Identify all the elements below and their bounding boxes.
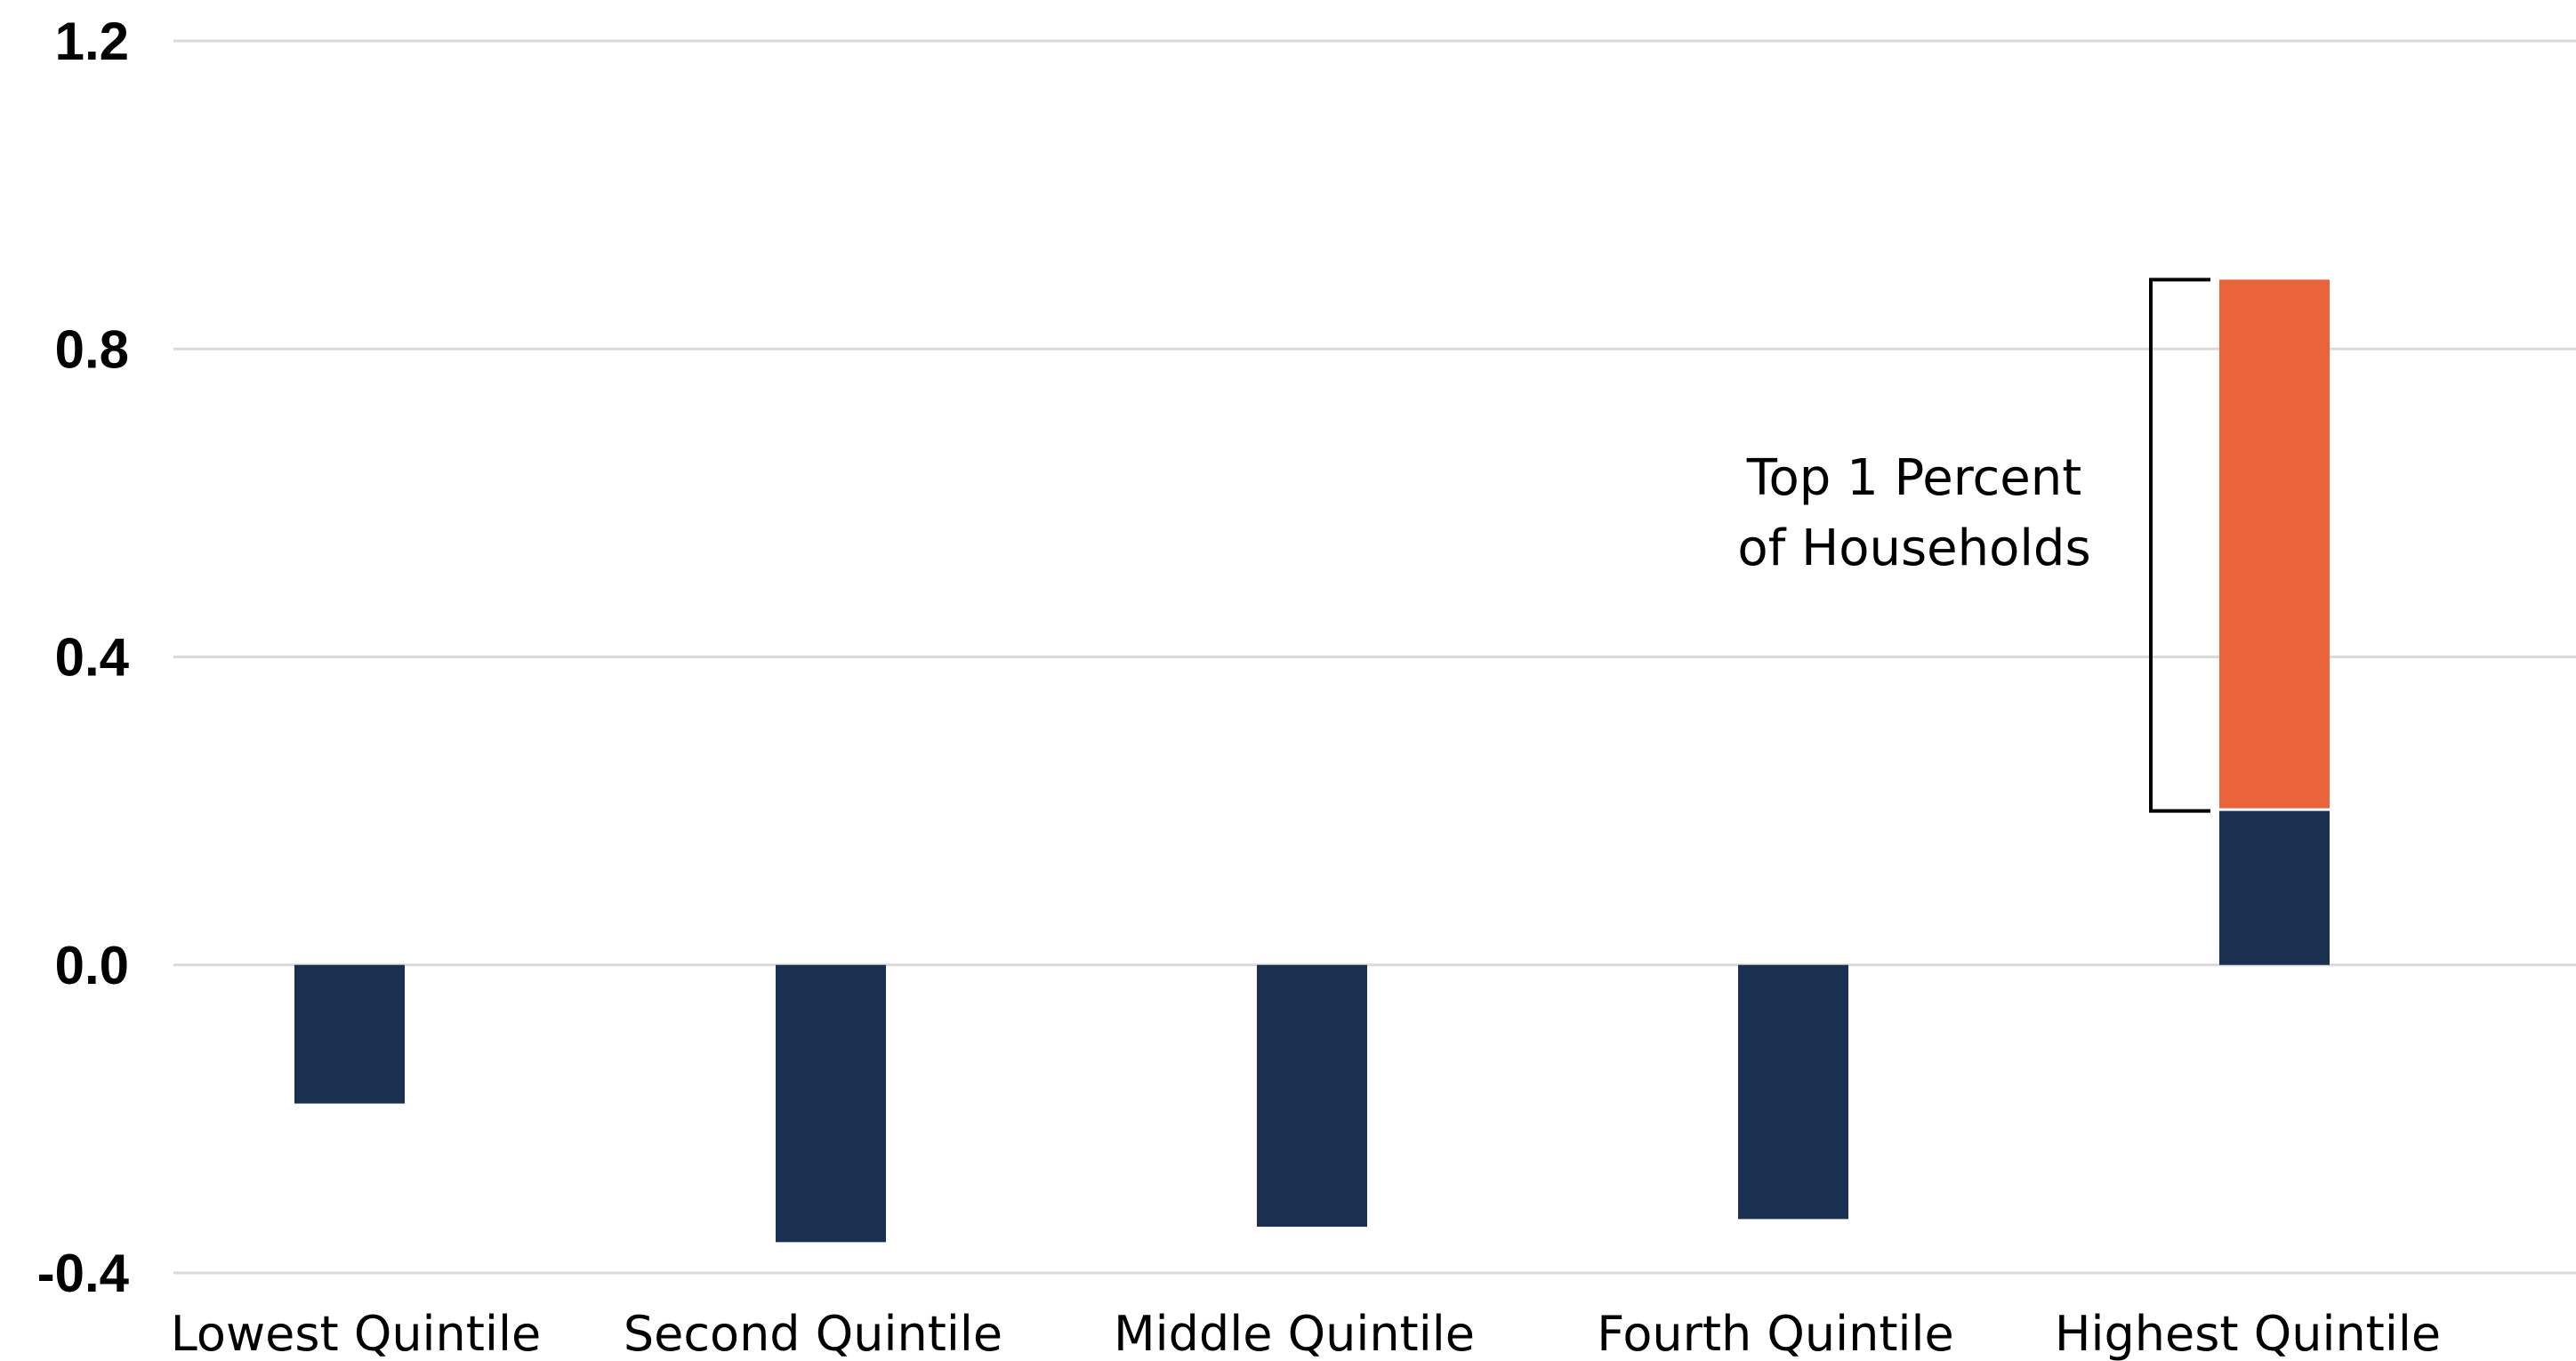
bar-highest-quintile-series-2 [2219,279,2330,809]
x-category-label: Lowest Quintile [171,1306,541,1361]
annotation-label-line-1: Top 1 Percent [1746,449,2081,507]
x-category-label: Fourth Quintile [1597,1306,1954,1361]
annotation-label-line-2: of Households [1737,519,2090,577]
x-category-label: Second Quintile [624,1306,1002,1361]
annotation: Top 1 Percent of Households [1737,278,2210,813]
gridlines [173,39,2576,1275]
x-category-label: Middle Quintile [1114,1306,1475,1361]
y-tick-label: 0.8 [55,319,129,379]
bars [294,279,2330,1243]
bar-lowest-quintile-series-1 [294,964,405,1104]
y-axis-ticks: 1.2 0.8 0.4 0.0 -0.4 [37,12,130,1303]
bar-middle-quintile-series-1 [1257,964,1367,1228]
y-tick-label: 1.2 [55,12,129,71]
y-tick-label: 0.4 [55,628,130,688]
bar-fourth-quintile-series-1 [1738,964,1848,1220]
annotation-bracket [2149,278,2210,813]
y-tick-label: 0.0 [55,936,129,995]
bar-highest-quintile-series-1 [2219,810,2330,965]
y-tick-label: -0.4 [37,1244,130,1303]
x-axis-categories: Lowest Quintile Second Quintile Middle Qui… [171,1306,2441,1361]
bar-second-quintile-series-1 [776,964,886,1243]
x-category-label: Highest Quintile [2055,1306,2441,1361]
